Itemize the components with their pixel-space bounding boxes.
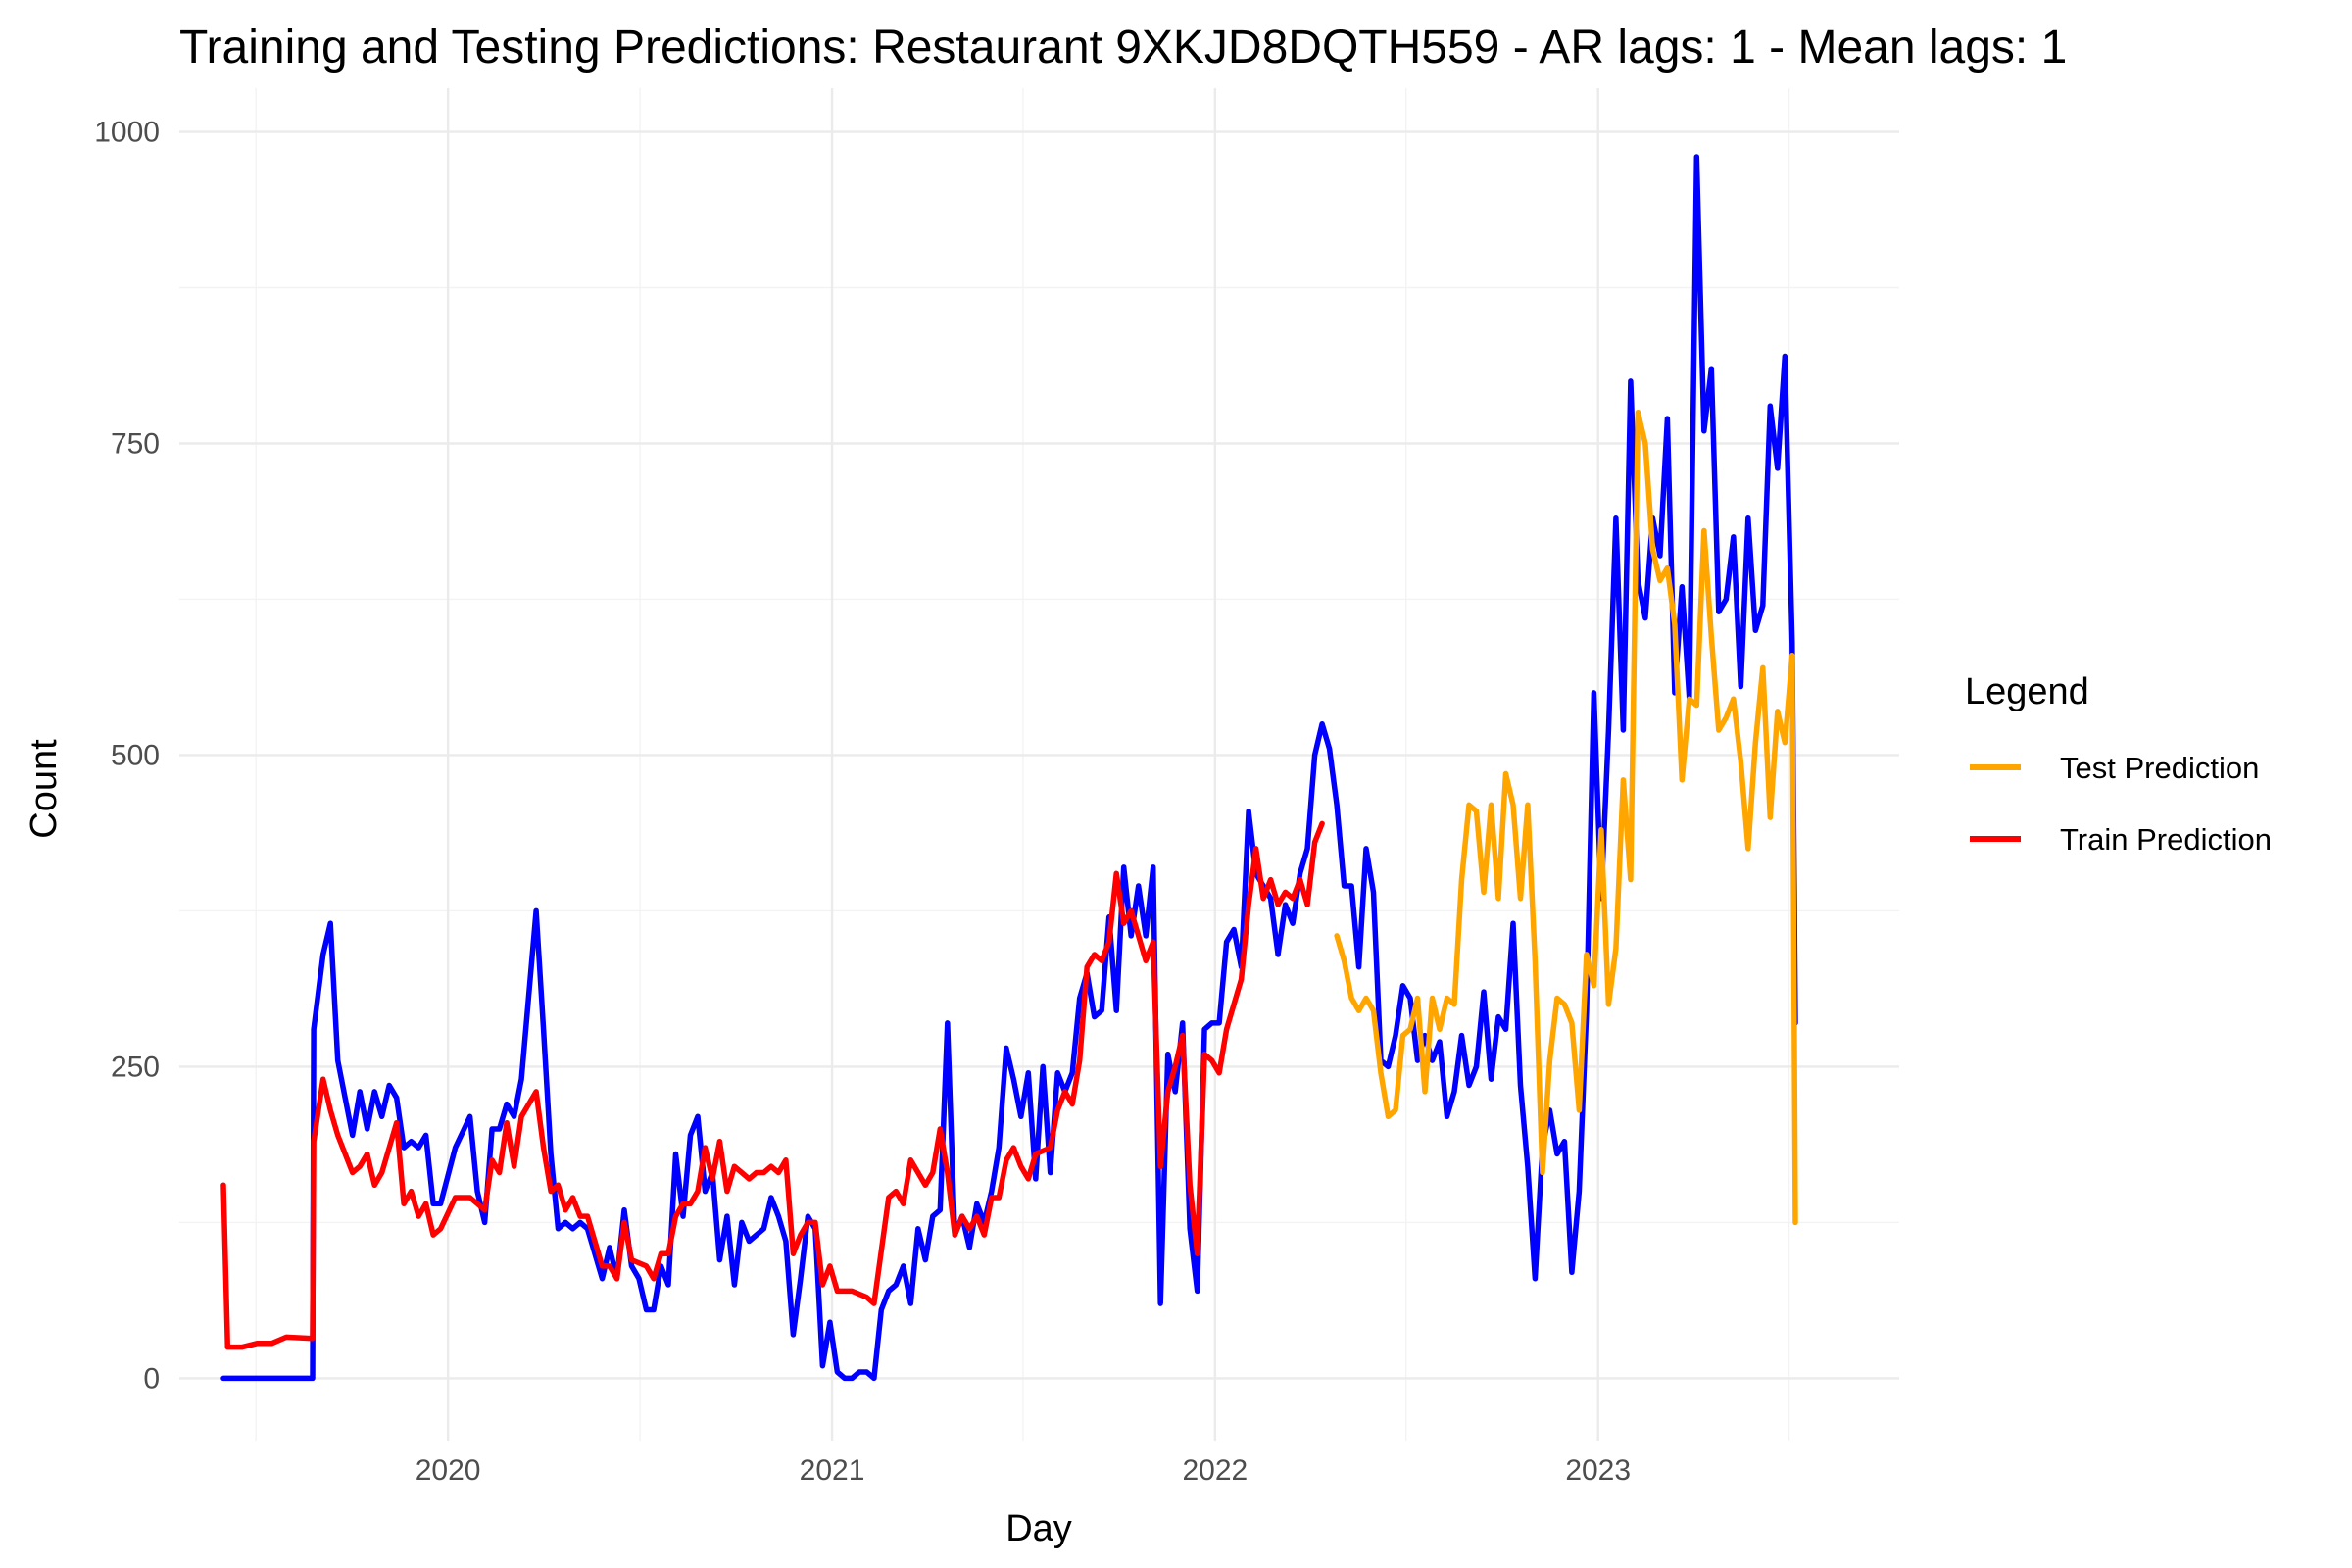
y-tick-label: 500 xyxy=(111,739,160,771)
x-tick-label: 2022 xyxy=(1182,1454,1248,1487)
x-axis-title: Day xyxy=(1005,1508,1072,1549)
chart-title: Training and Testing Predictions: Restau… xyxy=(179,22,2067,74)
legend: Legend Test Prediction Train Prediction xyxy=(1965,671,2272,857)
series-line-observed-count xyxy=(220,154,1798,1382)
y-tick-label: 250 xyxy=(111,1051,160,1083)
x-tick-label: 2020 xyxy=(416,1454,481,1487)
y-axis-title: Count xyxy=(24,739,65,839)
y-tick-label: 1000 xyxy=(94,117,160,149)
x-tick-label: 2021 xyxy=(800,1454,865,1487)
y-axis-ticks: 0 250 500 750 1000 xyxy=(94,117,160,1396)
y-tick-label: 0 xyxy=(143,1362,160,1395)
legend-label-train-prediction: Train Prediction xyxy=(2060,822,2272,857)
legend-title: Legend xyxy=(1965,671,2089,712)
x-tick-label: 2023 xyxy=(1565,1454,1631,1487)
legend-label-test-prediction: Test Prediction xyxy=(2060,751,2259,785)
y-tick-label: 750 xyxy=(111,427,160,460)
minor-grid xyxy=(179,88,1899,1441)
x-axis-ticks: 2020 2021 2022 2023 xyxy=(416,1454,1631,1487)
series-layer xyxy=(220,154,1798,1382)
series-line-test-prediction xyxy=(1334,409,1798,1226)
series-line-train-prediction xyxy=(220,820,1325,1350)
